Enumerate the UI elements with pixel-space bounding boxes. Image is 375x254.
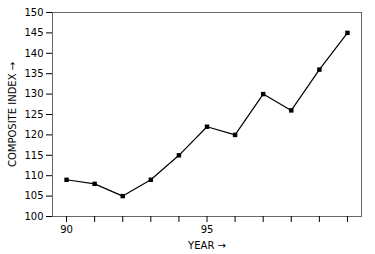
svg-text:90: 90	[60, 224, 73, 235]
svg-text:110: 110	[24, 170, 43, 181]
svg-text:150: 150	[24, 7, 43, 18]
svg-text:YEAR →: YEAR →	[187, 240, 226, 251]
svg-text:140: 140	[24, 48, 43, 59]
svg-text:115: 115	[24, 150, 43, 161]
svg-text:145: 145	[24, 27, 43, 38]
svg-text:130: 130	[24, 88, 43, 99]
svg-text:125: 125	[24, 109, 43, 120]
svg-text:120: 120	[24, 129, 43, 140]
svg-text:95: 95	[201, 224, 214, 235]
svg-text:135: 135	[24, 68, 43, 79]
svg-text:COMPOSITE INDEX →: COMPOSITE INDEX →	[7, 62, 18, 167]
svg-text:100: 100	[24, 211, 43, 222]
svg-text:105: 105	[24, 190, 43, 201]
